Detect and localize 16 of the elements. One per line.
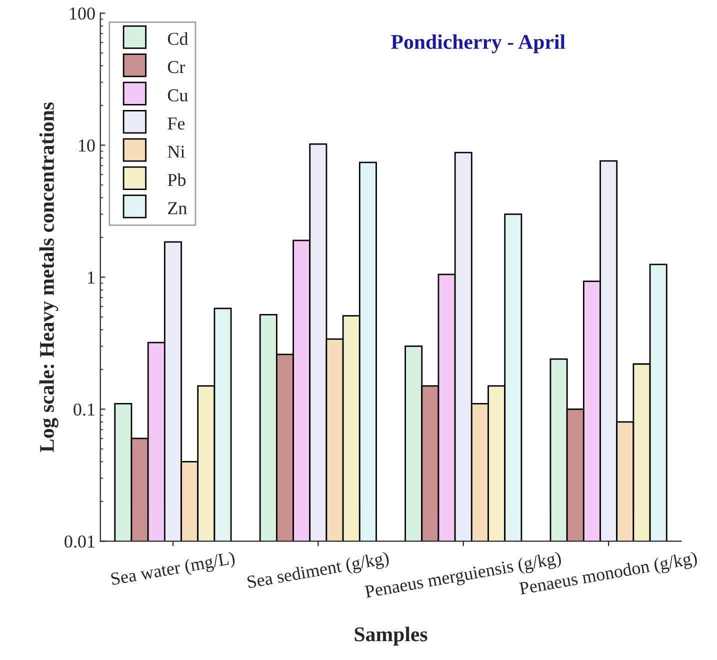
text: Pondicherry - April <box>391 34 566 54</box>
x-axis-title: Samples <box>354 626 428 646</box>
legend-label: Ni <box>168 146 185 158</box>
legend-label: Cr <box>168 61 186 74</box>
y-tick-label: 100 <box>70 7 95 20</box>
y-axis-title: Log scale: Heavy metals concentrations <box>39 102 58 452</box>
x-tick-label: Sea water (mg/L) <box>110 551 236 589</box>
legend-label: Cd <box>168 32 188 45</box>
legend-label: Zn <box>168 202 187 214</box>
y-tick-label: 1 <box>88 272 94 284</box>
y-tick-label: 0.1 <box>74 403 94 416</box>
legend-label: Fe <box>168 118 185 130</box>
legend-label: Pb <box>168 173 186 186</box>
y-tick-label: 10 <box>79 139 95 152</box>
legend-label: Cu <box>168 89 188 102</box>
y-tick-label: 0.01 <box>64 535 94 548</box>
